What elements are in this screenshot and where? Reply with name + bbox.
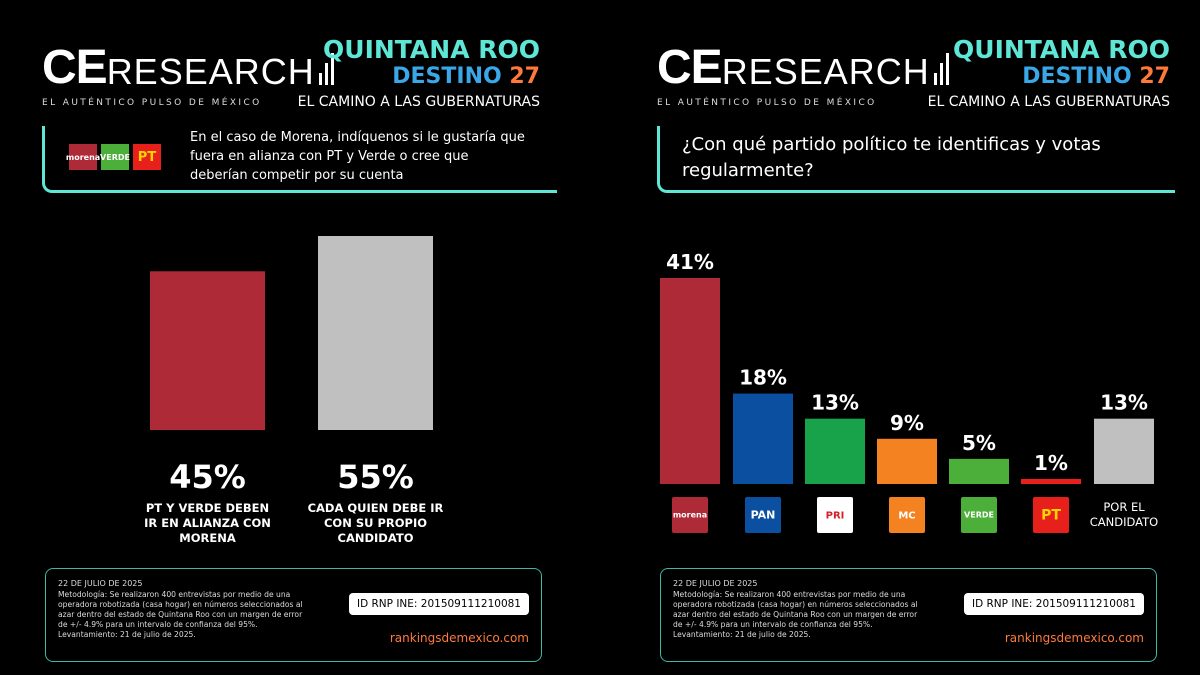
verde-logo-icon: VERDE bbox=[100, 144, 130, 170]
morena-logo-icon-text: morena bbox=[673, 511, 707, 520]
pan-logo-icon-text: PAN bbox=[751, 509, 776, 522]
value-label: 13% bbox=[811, 391, 859, 415]
state-title: QUINTANA ROO bbox=[323, 35, 540, 64]
website-link[interactable]: rankingsdemexico.com bbox=[389, 631, 529, 645]
category-label: CON SU PROPIO bbox=[324, 516, 427, 530]
pan-logo-icon bbox=[745, 497, 781, 533]
rnp-id-badge: ID RNP INE: 201509111210081 bbox=[963, 593, 1144, 615]
bar-morena bbox=[660, 278, 720, 484]
verde-logo-icon-text: VERDE bbox=[964, 511, 994, 520]
logo-tagline: EL AUTÉNTICO PULSO DE MÉXICO bbox=[42, 98, 262, 108]
bar-own-candidate bbox=[318, 236, 433, 430]
footer-methodology: Metodología: Se realizaron 400 entrevist… bbox=[673, 590, 918, 639]
footer-date: 22 DE JULIO DE 2025 bbox=[58, 579, 143, 588]
mc-logo-icon bbox=[889, 497, 925, 533]
footer-box: 22 DE JULIO DE 2025 Metodología: Se real… bbox=[45, 568, 542, 662]
pt-logo-icon bbox=[1033, 497, 1069, 533]
morena-logo-icon bbox=[672, 497, 708, 533]
question-text: En el caso de Morena, indíquenos si le g… bbox=[190, 130, 525, 183]
state-title: QUINTANA ROO bbox=[953, 35, 1170, 64]
value-label: 41% bbox=[666, 250, 714, 274]
destino-title: DESTINO 27 bbox=[1022, 64, 1170, 89]
party-logos: morena VERDE PT bbox=[66, 144, 161, 170]
ce-research-logo: CE RESEARCH EL AUTÉNTICO PULSO DE MÉXICO bbox=[657, 44, 949, 108]
chart-party-identification: 41% 18% 13% 9% 5% 1% 13% morena PAN PRI MC VERDE PT P… bbox=[660, 250, 1158, 533]
category-label: POR EL bbox=[1103, 500, 1145, 514]
bar-movimiento-ciudadano bbox=[877, 438, 937, 484]
category-label: CANDIDATO bbox=[338, 531, 414, 545]
bar-verde bbox=[949, 458, 1009, 484]
footer-methodology: Metodología: Se realizaron 400 entrevist… bbox=[58, 590, 303, 639]
question-box: ¿Con qué partido político te identificas… bbox=[657, 126, 1175, 193]
bar-pt bbox=[1021, 478, 1081, 484]
category-label: CANDIDATO bbox=[1090, 515, 1158, 529]
mc-logo-icon-text: MC bbox=[898, 510, 915, 521]
value-label: 9% bbox=[890, 411, 924, 435]
value-label: 18% bbox=[739, 366, 787, 390]
pt-logo-icon: PT bbox=[133, 144, 161, 170]
footer-date: 22 DE JULIO DE 2025 bbox=[673, 579, 758, 588]
destino-title: DESTINO 27 bbox=[392, 64, 540, 89]
category-label: MORENA bbox=[179, 531, 236, 545]
value-label: 1% bbox=[1034, 451, 1068, 475]
category-label: CADA QUIEN DEBE IR bbox=[308, 501, 444, 515]
header-subtitle: EL CAMINO A LAS GUBERNATURAS bbox=[297, 94, 540, 110]
value-label: 55% bbox=[337, 458, 414, 496]
question-box: morena VERDE PT En el caso de Morena, in… bbox=[42, 126, 557, 193]
question-text: ¿Con qué partido político te identificas… bbox=[682, 134, 1101, 181]
logo-tagline: EL AUTÉNTICO PULSO DE MÉXICO bbox=[657, 98, 877, 108]
header-block: QUINTANA ROO DESTINO 27 EL CAMINO A LAS … bbox=[298, 36, 540, 112]
logo-research: RESEARCH bbox=[721, 51, 930, 92]
category-label: PT Y VERDE DEBEN bbox=[146, 501, 269, 515]
header-block: QUINTANA ROO DESTINO 27 EL CAMINO A LAS … bbox=[928, 36, 1170, 112]
bar-pan bbox=[733, 393, 793, 484]
morena-logo-icon: morena bbox=[66, 144, 100, 170]
value-label: 5% bbox=[962, 431, 996, 455]
bar-alliance bbox=[150, 271, 265, 430]
value-label: 13% bbox=[1100, 391, 1148, 415]
pri-logo-icon-text: PRI bbox=[826, 510, 845, 521]
logo-ce: CE bbox=[657, 41, 723, 94]
value-label: 45% bbox=[169, 458, 246, 496]
header-subtitle: EL CAMINO A LAS GUBERNATURAS bbox=[927, 94, 1170, 110]
logo-research: RESEARCH bbox=[106, 51, 315, 92]
verde-logo-icon bbox=[961, 497, 997, 533]
website-link[interactable]: rankingsdemexico.com bbox=[1004, 631, 1144, 645]
logo-ce: CE bbox=[42, 41, 108, 94]
pri-logo-icon bbox=[817, 497, 853, 533]
ce-research-logo: CE RESEARCH EL AUTÉNTICO PULSO DE MÉXICO bbox=[42, 44, 334, 108]
bar-pri bbox=[805, 418, 865, 484]
logo-bars-icon bbox=[933, 53, 949, 85]
rnp-id-badge: ID RNP INE: 201509111210081 bbox=[348, 593, 529, 615]
right-panel: CE RESEARCH EL AUTÉNTICO PULSO DE MÉXICO … bbox=[615, 0, 1200, 675]
logo-bars-icon bbox=[318, 53, 334, 85]
bar-por-el-candidato bbox=[1094, 418, 1154, 484]
left-panel: CE RESEARCH EL AUTÉNTICO PULSO DE MÉXICO … bbox=[42, 36, 557, 662]
category-label: IR EN ALIANZA CON bbox=[144, 516, 271, 530]
footer-box: 22 DE JULIO DE 2025 Metodología: Se real… bbox=[660, 568, 1157, 662]
pt-logo-icon-text: PT bbox=[1041, 508, 1061, 524]
